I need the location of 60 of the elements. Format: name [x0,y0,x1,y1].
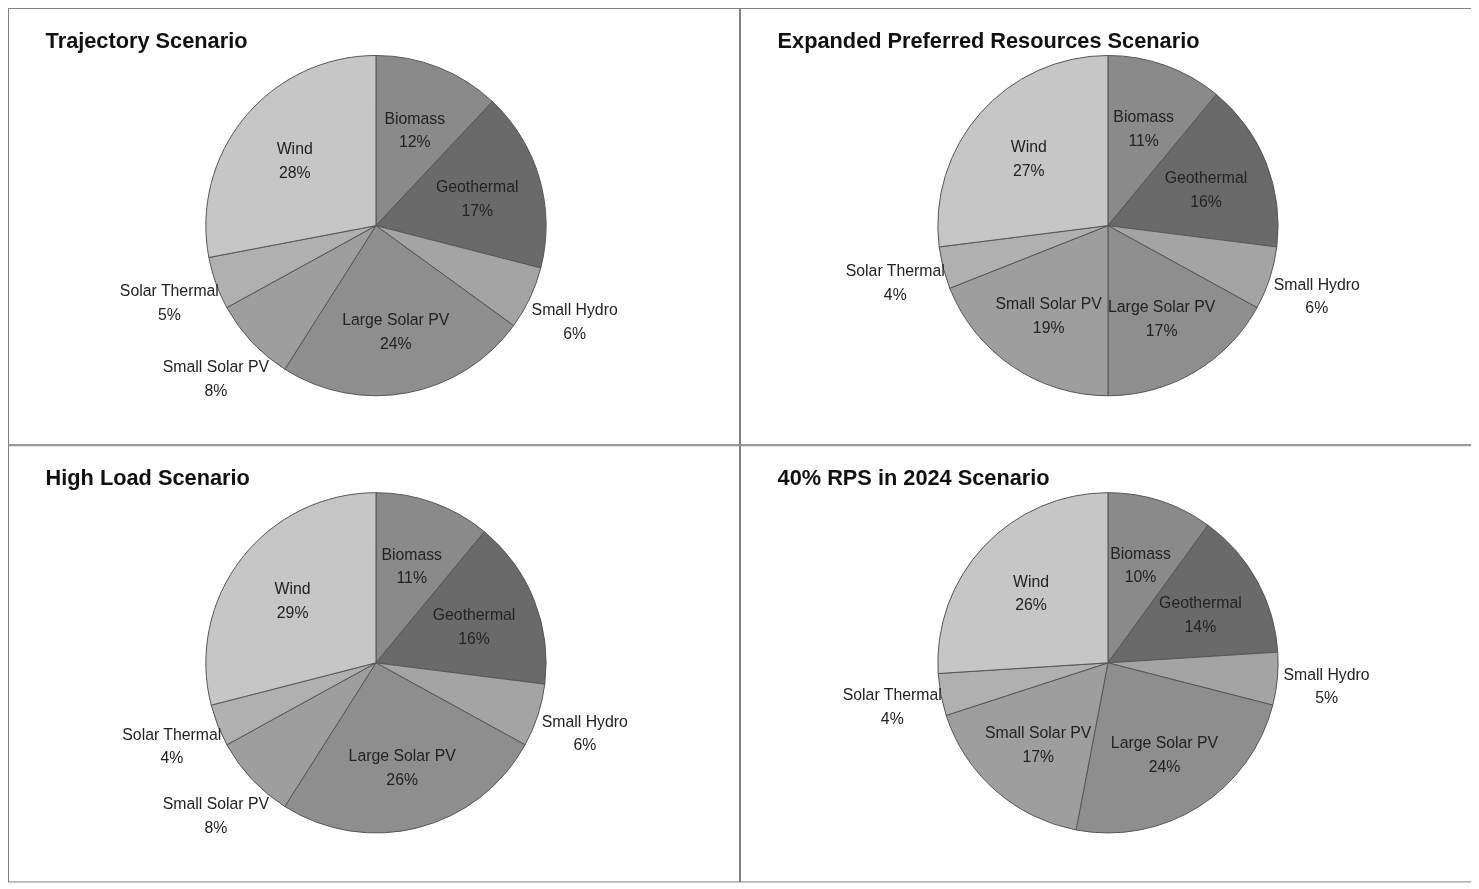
slice-label: Small Solar PV [162,357,270,375]
data-label: 17% [1022,747,1055,765]
slice-label: Large Solar PV [348,747,457,765]
data-label: 16% [1190,192,1222,210]
slice-label: Geothermal [1164,168,1248,186]
slice-label: Small Hydro [531,301,618,319]
chart-title: Expanded Preferred Resources Scenario [777,27,1200,53]
slice-label: Solar Thermal [122,725,222,743]
slice-label: Geothermal [1159,594,1242,612]
data-label: 5% [1315,689,1339,707]
slice-label: Biomass [1113,108,1175,126]
data-label: 4% [880,709,904,727]
data-label: 8% [204,381,228,399]
data-label: 17% [1145,322,1178,340]
data-label: 5% [157,305,181,323]
slice-label: Solar Thermal [842,686,942,704]
data-label: 6% [563,324,587,342]
chart-title: High Load Scenario [45,464,250,490]
slice-label: Solar Thermal [845,262,945,280]
slice-label: Small Solar PV [995,294,1103,312]
slice-label: Small Hydro [541,712,629,730]
chart-title: 40% RPS in 2024 Scenario [777,464,1050,490]
slice-label: Geothermal [435,178,519,196]
slice-label: Biomass [381,545,443,563]
data-label: 4% [883,286,907,304]
data-label: 17% [461,201,494,219]
data-label: 24% [1148,757,1181,775]
slice-label: Geothermal [432,606,516,624]
slice-label: Small Solar PV [162,795,270,813]
data-label: 14% [1184,617,1217,635]
data-label: 26% [386,770,419,788]
slice-label: Wind [1013,572,1050,590]
slice-label: Wind [274,580,311,598]
data-label: 28% [278,164,311,182]
data-label: 16% [458,629,490,647]
data-label: 26% [1015,596,1047,614]
slice-label: Solar Thermal [119,282,219,300]
slice-label: Large Solar PV [1108,298,1216,316]
slice-label: Wind [276,140,313,158]
slice-label: Biomass [384,109,446,127]
data-label: 11% [1128,132,1159,150]
slice-label: Large Solar PV [1110,733,1219,751]
data-label: 6% [573,736,597,754]
slice-label: Large Solar PV [342,311,450,329]
slice-label: Small Hydro [1273,275,1361,293]
slice-label: Small Hydro [1283,665,1370,683]
data-label: 6% [1305,299,1329,317]
slice-label: Small Solar PV [985,724,1092,741]
slice-label: Wind [1010,137,1047,155]
data-label: 10% [1124,568,1157,586]
data-label: 8% [204,818,228,836]
slice-label: Biomass [1110,544,1171,562]
data-label: 12% [398,133,431,151]
data-label: 4% [160,749,184,767]
data-label: 24% [379,335,412,353]
data-label: 11% [396,569,427,587]
data-label: 27% [1013,161,1045,179]
data-label: 19% [1032,318,1065,336]
data-label: 29% [276,603,309,621]
chart-title: Trajectory Scenario [45,27,248,53]
